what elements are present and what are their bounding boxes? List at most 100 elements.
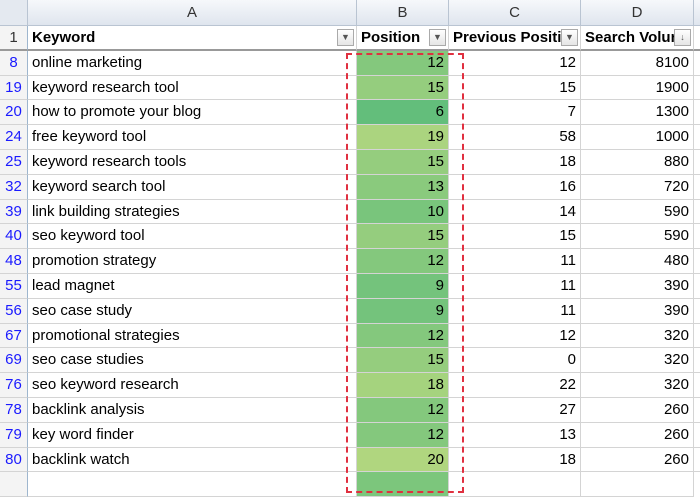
row-number[interactable]: 48	[0, 249, 28, 274]
previous-position-cell[interactable]: 13	[449, 422, 581, 448]
cell-e[interactable]	[694, 249, 700, 274]
previous-position-cell[interactable]: 58	[449, 125, 581, 150]
position-cell[interactable]	[357, 472, 449, 497]
keyword-cell[interactable]: keyword research tool	[28, 75, 357, 101]
keyword-cell[interactable]: seo keyword research	[28, 373, 357, 398]
row-number[interactable]: 55	[0, 273, 28, 299]
keyword-cell[interactable]: lead magnet	[28, 273, 357, 299]
previous-position-cell[interactable]: 0	[449, 348, 581, 374]
column-header-c[interactable]: C	[449, 0, 581, 26]
previous-position-cell[interactable]: 16	[449, 174, 581, 200]
previous-position-cell[interactable]: 11	[449, 249, 581, 274]
search-volume-cell[interactable]: 590	[581, 224, 694, 250]
cell-e[interactable]	[694, 448, 700, 473]
search-volume-cell[interactable]: 320	[581, 348, 694, 374]
column-header-e[interactable]	[694, 0, 700, 26]
position-cell[interactable]: 9	[357, 273, 449, 299]
search-volume-cell[interactable]: 1000	[581, 125, 694, 150]
previous-position-cell[interactable]: 22	[449, 373, 581, 398]
position-cell[interactable]: 15	[357, 348, 449, 374]
cell-e[interactable]	[694, 423, 700, 448]
position-cell[interactable]: 20	[357, 447, 449, 473]
dropdown-arrow-icon[interactable]: ▼	[337, 29, 354, 46]
keyword-cell[interactable]: backlink watch	[28, 447, 357, 473]
cell-e[interactable]	[694, 398, 700, 423]
position-cell[interactable]: 18	[357, 373, 449, 398]
row-number[interactable]: 32	[0, 174, 28, 200]
cell-e[interactable]	[694, 175, 700, 200]
keyword-cell[interactable]: promotional strategies	[28, 323, 357, 349]
search-volume-cell[interactable]: 260	[581, 422, 694, 448]
sort-descending-icon[interactable]: ↓	[674, 29, 691, 46]
cell-e[interactable]	[694, 274, 700, 299]
position-cell[interactable]: 9	[357, 298, 449, 324]
keyword-cell[interactable]: backlink analysis	[28, 397, 357, 423]
previous-position-cell[interactable]: 18	[449, 447, 581, 473]
row-number[interactable]: 67	[0, 323, 28, 349]
filter-icon[interactable]: ▼	[429, 29, 446, 46]
row-number[interactable]	[0, 472, 28, 497]
cell-e[interactable]	[694, 373, 700, 398]
search-volume-cell[interactable]: 390	[581, 273, 694, 299]
cell-e[interactable]	[694, 200, 700, 225]
position-cell[interactable]: 12	[357, 323, 449, 349]
row-number[interactable]: 78	[0, 397, 28, 423]
previous-position-cell[interactable]: 14	[449, 199, 581, 225]
previous-position-cell[interactable]: 12	[449, 323, 581, 349]
search-volume-cell[interactable]: 8100	[581, 50, 694, 76]
column-header-d[interactable]: D	[581, 0, 694, 26]
cell-e[interactable]	[694, 348, 700, 374]
cell-e[interactable]	[694, 51, 700, 76]
search-volume-cell[interactable]: 390	[581, 298, 694, 324]
keyword-cell[interactable]: seo case studies	[28, 348, 357, 374]
cell-e[interactable]	[694, 125, 700, 150]
row-number[interactable]: 56	[0, 298, 28, 324]
keyword-cell[interactable]	[28, 472, 357, 497]
column-header-a[interactable]: A	[28, 0, 357, 26]
row-number[interactable]: 1	[0, 26, 28, 51]
previous-position-cell[interactable]	[449, 472, 581, 497]
keyword-cell[interactable]: free keyword tool	[28, 125, 357, 150]
position-cell[interactable]: 12	[357, 249, 449, 274]
previous-position-cell[interactable]: 11	[449, 298, 581, 324]
search-volume-cell[interactable]: 260	[581, 447, 694, 473]
keyword-cell[interactable]: link building strategies	[28, 199, 357, 225]
cell-e[interactable]	[694, 299, 700, 324]
search-volume-cell[interactable]: 320	[581, 323, 694, 349]
row-number[interactable]: 20	[0, 100, 28, 126]
column-header-b[interactable]: B	[357, 0, 449, 26]
cell-e[interactable]	[694, 150, 700, 175]
position-cell[interactable]: 12	[357, 422, 449, 448]
search-volume-cell[interactable]: 590	[581, 199, 694, 225]
position-cell[interactable]: 6	[357, 100, 449, 126]
previous-position-cell[interactable]: 15	[449, 75, 581, 101]
position-cell[interactable]: 15	[357, 224, 449, 250]
search-volume-cell[interactable]: 480	[581, 249, 694, 274]
keyword-cell[interactable]: promotion strategy	[28, 249, 357, 274]
row-number[interactable]: 25	[0, 149, 28, 175]
previous-position-cell[interactable]: 7	[449, 100, 581, 126]
row-number[interactable]: 80	[0, 447, 28, 473]
search-volume-cell[interactable]: 880	[581, 149, 694, 175]
cell-e[interactable]	[694, 76, 700, 101]
position-cell[interactable]: 19	[357, 125, 449, 150]
row-number[interactable]: 76	[0, 373, 28, 398]
cell-e[interactable]	[694, 224, 700, 250]
row-number[interactable]: 69	[0, 348, 28, 374]
position-cell[interactable]: 13	[357, 174, 449, 200]
previous-position-cell[interactable]: 12	[449, 50, 581, 76]
row-number[interactable]: 24	[0, 125, 28, 150]
position-cell[interactable]: 12	[357, 50, 449, 76]
previous-position-cell[interactable]: 11	[449, 273, 581, 299]
select-all-corner[interactable]	[0, 0, 28, 26]
search-volume-cell[interactable]: 1900	[581, 75, 694, 101]
search-volume-cell[interactable]: 260	[581, 397, 694, 423]
cell-e[interactable]	[694, 26, 700, 51]
search-volume-cell[interactable]: 1300	[581, 100, 694, 126]
search-volume-cell[interactable]	[581, 472, 694, 497]
position-cell[interactable]: 15	[357, 149, 449, 175]
position-cell[interactable]: 12	[357, 397, 449, 423]
position-cell[interactable]: 15	[357, 75, 449, 101]
row-number[interactable]: 79	[0, 422, 28, 448]
keyword-cell[interactable]: key word finder	[28, 422, 357, 448]
